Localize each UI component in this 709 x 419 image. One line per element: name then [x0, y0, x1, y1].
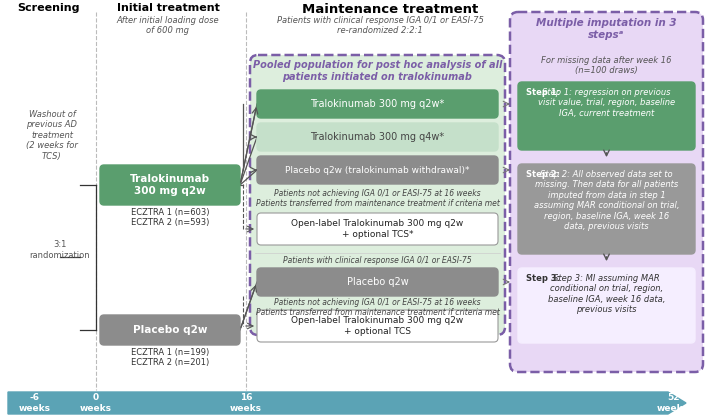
Text: Placebo q2w: Placebo q2w [133, 325, 207, 335]
Text: Step 3: MI assuming MAR
conditional on trial, region,
baseline IGA, week 16 data: Step 3: MI assuming MAR conditional on t… [548, 274, 665, 314]
Text: Pooled population for post hoc analysis of all
patients initiated on tralokinuma: Pooled population for post hoc analysis … [253, 60, 502, 82]
FancyBboxPatch shape [257, 123, 498, 151]
FancyBboxPatch shape [257, 156, 498, 184]
Text: Step 2:: Step 2: [526, 170, 560, 179]
Text: Patients not achieving IGA 0/1 or EASI-75 at 16 weeks
Patients transferred from : Patients not achieving IGA 0/1 or EASI-7… [255, 189, 499, 208]
FancyBboxPatch shape [257, 213, 498, 245]
Text: Tralokinumab 300 mg q4w*: Tralokinumab 300 mg q4w* [311, 132, 445, 142]
Text: Initial treatment: Initial treatment [116, 3, 220, 13]
Text: Step 1: regression on previous
visit value, trial, region, baseline
IGA, current: Step 1: regression on previous visit val… [538, 88, 675, 118]
Text: Step 3:: Step 3: [526, 274, 560, 283]
Text: Open-label Tralokinumab 300 mg q2w
+ optional TCS*: Open-label Tralokinumab 300 mg q2w + opt… [291, 219, 464, 239]
Text: 0
weeks: 0 weeks [80, 393, 112, 413]
Text: 52
weeks: 52 weeks [657, 393, 689, 413]
FancyBboxPatch shape [250, 55, 505, 335]
FancyBboxPatch shape [518, 268, 695, 343]
Text: Patients with clinical response IGA 0/1 or EASI-75: Patients with clinical response IGA 0/1 … [283, 256, 471, 265]
Text: ECZTRA 1 (n=603)
ECZTRA 2 (n=593): ECZTRA 1 (n=603) ECZTRA 2 (n=593) [130, 208, 209, 228]
Text: Tralokinumab 300 mg q2w*: Tralokinumab 300 mg q2w* [311, 99, 445, 109]
Text: Patients not achieving IGA 0/1 or EASI-75 at 16 weeks
Patients transferred from : Patients not achieving IGA 0/1 or EASI-7… [255, 298, 499, 318]
Text: Multiple imputation in 3
stepsᵃ: Multiple imputation in 3 stepsᵃ [536, 18, 677, 40]
FancyBboxPatch shape [518, 82, 695, 150]
Text: Open-label Tralokinumab 300 mg q2w
+ optional TCS: Open-label Tralokinumab 300 mg q2w + opt… [291, 316, 464, 336]
Text: Placebo q2w (tralokinumab withdrawal)*: Placebo q2w (tralokinumab withdrawal)* [285, 166, 470, 174]
Text: For missing data after week 16
(n=100 draws): For missing data after week 16 (n=100 dr… [541, 56, 671, 75]
FancyBboxPatch shape [510, 12, 703, 372]
Text: Step 1:: Step 1: [526, 88, 560, 97]
Text: ECZTRA 1 (n=199)
ECZTRA 2 (n=201): ECZTRA 1 (n=199) ECZTRA 2 (n=201) [131, 348, 209, 367]
Text: Step 2: All observed data set to
missing. Then data for all patients
imputed fro: Step 2: All observed data set to missing… [534, 170, 679, 231]
FancyBboxPatch shape [100, 165, 240, 205]
FancyBboxPatch shape [100, 315, 240, 345]
FancyBboxPatch shape [257, 90, 498, 118]
FancyArrow shape [8, 392, 686, 414]
Text: -6
weeks: -6 weeks [19, 393, 51, 413]
Text: Screening: Screening [17, 3, 79, 13]
Text: Maintenance treatment: Maintenance treatment [302, 3, 478, 16]
Text: Patients with clinical response IGA 0/1 or EASI-75
re-randomized 2:2:1: Patients with clinical response IGA 0/1 … [277, 16, 484, 35]
FancyBboxPatch shape [518, 164, 695, 254]
Text: 3:1
randomization: 3:1 randomization [30, 241, 90, 260]
Text: Placebo q2w: Placebo q2w [347, 277, 408, 287]
FancyBboxPatch shape [257, 310, 498, 342]
FancyBboxPatch shape [257, 268, 498, 296]
Text: Washout of
previous AD
treatment
(2 weeks for
TCS): Washout of previous AD treatment (2 week… [26, 110, 78, 160]
Text: 16
weeks: 16 weeks [230, 393, 262, 413]
Text: Tralokinumab
300 mg q2w: Tralokinumab 300 mg q2w [130, 174, 210, 196]
Text: After initial loading dose
of 600 mg: After initial loading dose of 600 mg [117, 16, 219, 35]
